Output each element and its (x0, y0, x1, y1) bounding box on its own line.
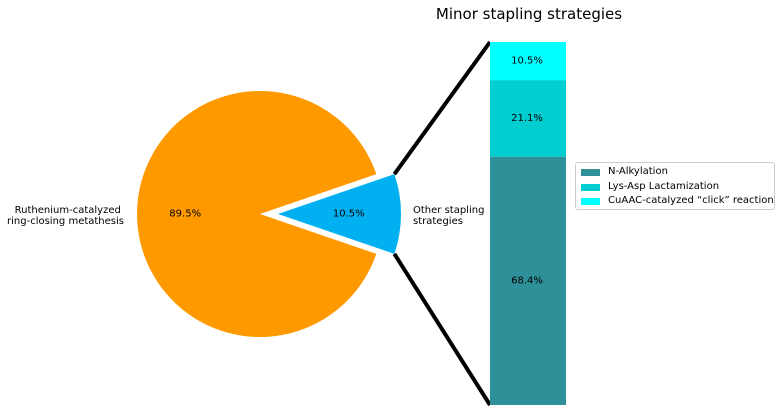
pie-slice-other (278, 174, 402, 254)
legend-label-lys-asp: Lys-Asp Lactamization (608, 181, 720, 192)
legend-item-n-alkylation: N-Alkylation (581, 166, 776, 179)
legend-item-lys-asp: Lys-Asp Lactamization (581, 181, 776, 194)
bar-segment-cuaac (490, 42, 566, 81)
legend-swatch-cuaac (581, 198, 600, 205)
legend-label-cuaac: CuAAC-catalyzed “click” reaction (608, 195, 774, 206)
bar-chart-title: Minor stapling strategies (436, 5, 622, 23)
connector-line-top (392, 40, 492, 176)
bar-segment-label-lys-asp: 21.1% (511, 113, 543, 124)
legend-item-cuaac: CuAAC-catalyzed “click” reaction (581, 195, 776, 208)
pie-label-other: Other stapling strategies (413, 205, 488, 227)
connector-line-bottom (392, 252, 492, 407)
bar-segment-n-alkylation (490, 156, 566, 405)
pie-chart: Ruthenium-catalyzed ring-closing metathe… (7, 91, 488, 338)
legend: N-Alkylation Lys-Asp Lactamization CuAAC… (575, 162, 775, 210)
stacked-bar-chart: Minor stapling strategies 68.4% 21.1% 10… (436, 5, 622, 405)
bar-segment-lys-asp (490, 80, 566, 157)
pie-label-ruthenium: Ruthenium-catalyzed ring-closing metathe… (7, 205, 124, 227)
pie-value-other: 10.5% (333, 209, 365, 220)
legend-swatch-lys-asp (581, 184, 600, 191)
bar-segment-label-n-alkylation: 68.4% (511, 275, 543, 286)
pie-slice-ruthenium (136, 91, 377, 338)
legend-swatch-n-alkylation (581, 169, 600, 176)
pie-value-ruthenium: 89.5% (169, 209, 201, 220)
legend-label-n-alkylation: N-Alkylation (608, 166, 668, 177)
bar-segment-label-cuaac: 10.5% (511, 56, 543, 67)
